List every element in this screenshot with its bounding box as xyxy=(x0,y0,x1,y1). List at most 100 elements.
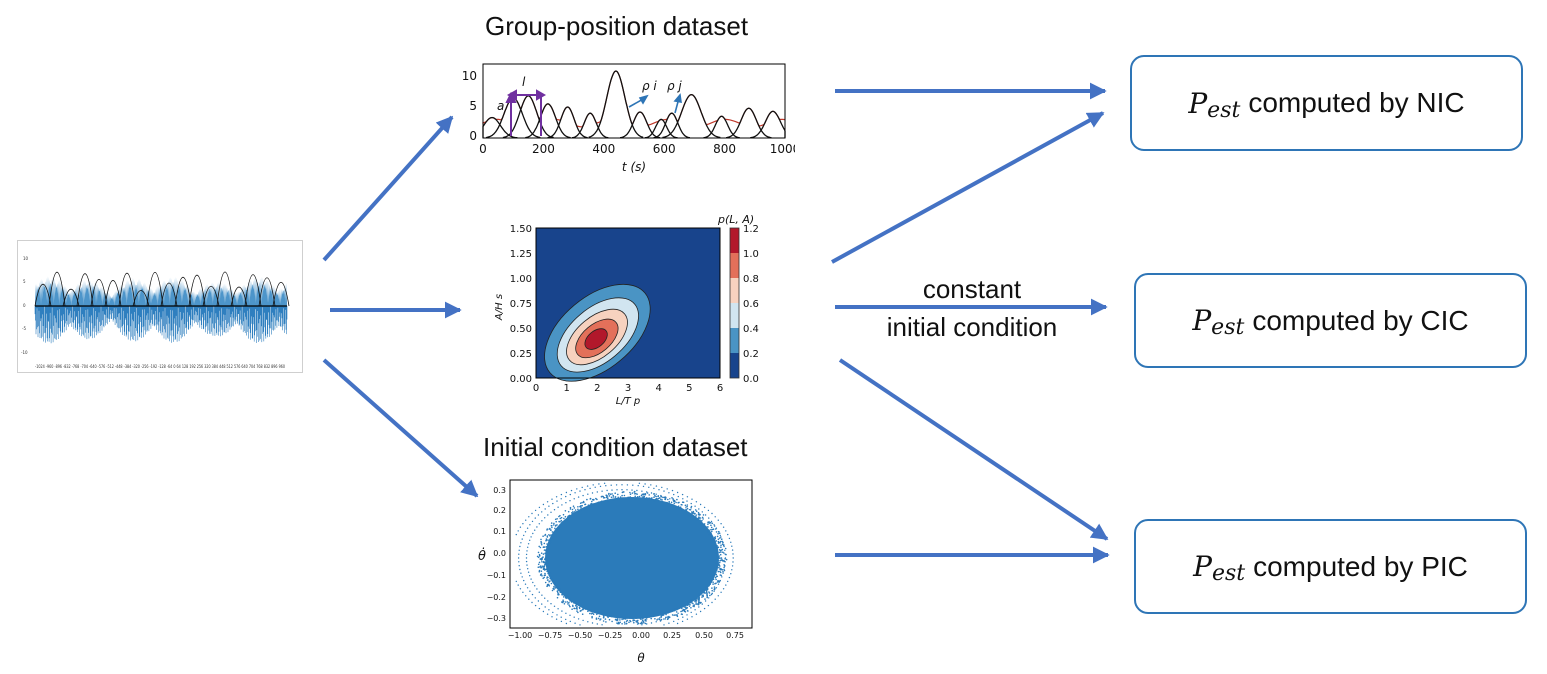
scatter-point xyxy=(719,542,721,544)
scatter-point xyxy=(543,565,546,567)
scatter-point xyxy=(644,618,647,621)
scatter-point xyxy=(713,586,716,588)
scatter-orbit-point xyxy=(706,588,708,590)
scatter-point xyxy=(628,621,630,624)
p-symbol: P xyxy=(1192,304,1212,337)
scatter-orbit-point xyxy=(586,485,589,487)
scatter-point xyxy=(550,522,553,524)
scatter-point xyxy=(615,618,617,621)
scatter-point xyxy=(581,501,583,504)
scatter-orbit-point xyxy=(524,583,527,585)
scatter-point xyxy=(700,522,702,524)
scatter-point xyxy=(686,505,688,508)
joint-pdf-contour-plot: p(L, A) 0.0 0.2 0.4 0.6 0 xyxy=(494,213,759,407)
scatter-orbit-point xyxy=(532,532,534,535)
scatter-orbit-point xyxy=(663,624,665,626)
scatter-point xyxy=(707,530,709,533)
scatter-point xyxy=(663,618,665,620)
scatter-point xyxy=(676,614,679,616)
scatter-point xyxy=(551,589,554,592)
cbar-tick: 0.2 xyxy=(743,349,759,360)
scatter-point xyxy=(657,500,660,502)
scatter-orbit-point xyxy=(616,489,618,491)
scatter-point xyxy=(697,603,700,606)
scatter-orbit-point xyxy=(541,511,543,513)
scatter-point xyxy=(559,523,562,526)
scatter-point xyxy=(709,581,711,583)
scatter-point xyxy=(541,575,543,577)
scatter-orbit-point xyxy=(707,604,710,607)
scatter-point xyxy=(665,613,667,616)
scatter-orbit-point xyxy=(694,609,696,611)
scatter-point xyxy=(712,528,715,530)
scatter-point xyxy=(686,504,689,506)
scatter-point xyxy=(638,498,641,500)
scatter-point xyxy=(542,553,545,555)
scatter-point xyxy=(571,608,573,610)
scatter-point xyxy=(650,617,652,620)
arrow-contour-to-pic xyxy=(838,358,1109,541)
wave-group xyxy=(76,273,94,307)
scatter-orbit-point xyxy=(538,607,541,610)
scatter-orbit-point xyxy=(553,605,556,607)
group-gaussian xyxy=(619,111,661,139)
group-y-tick: 5 xyxy=(469,99,477,113)
cbar-tick: 0.8 xyxy=(743,274,759,285)
scatter-point xyxy=(621,618,623,621)
scatter-orbit-point xyxy=(637,485,639,487)
scatter-point xyxy=(608,495,611,497)
scatter-point xyxy=(653,500,656,502)
scatter-point xyxy=(573,602,575,604)
scatter-orbit-point xyxy=(603,482,606,484)
scatter-point xyxy=(577,510,580,513)
scatter-point xyxy=(597,611,599,614)
scatter-point xyxy=(582,605,584,608)
scatter-point xyxy=(713,544,716,547)
scatter-point xyxy=(681,607,683,610)
scatter-orbit-point xyxy=(579,490,581,492)
scatter-orbit-point xyxy=(560,620,563,623)
scatter-point xyxy=(693,604,695,606)
scatter-orbit-point xyxy=(648,486,650,488)
scatter-orbit-point xyxy=(703,506,706,509)
scatter-x-tick: −0.25 xyxy=(598,631,623,640)
scatter-point xyxy=(553,585,555,588)
scatter-point xyxy=(685,607,687,609)
group-position-plot: 10 5 0 l a ρ i ρ j 0 200 xyxy=(462,63,795,174)
scatter-point xyxy=(580,509,583,511)
scatter-point xyxy=(719,574,722,576)
scatter-point xyxy=(607,616,609,619)
scatter-point xyxy=(542,577,544,580)
scatter-point xyxy=(591,615,593,618)
scatter-orbit-point xyxy=(536,526,538,528)
scatter-orbit-point xyxy=(703,607,706,610)
scatter-point xyxy=(538,569,541,572)
scatter-point xyxy=(661,499,663,501)
scatter-point xyxy=(546,543,548,545)
scatter-point xyxy=(583,501,585,504)
scatter-point xyxy=(544,563,546,566)
scatter-point xyxy=(547,571,550,573)
scatter-point xyxy=(684,605,687,607)
scatter-orbit-point xyxy=(555,618,558,620)
result-text: computed by PIC xyxy=(1253,550,1468,582)
scatter-point xyxy=(636,496,639,498)
scatter-orbit-point xyxy=(664,496,667,498)
scatter-orbit-point xyxy=(716,557,719,559)
scatter-point xyxy=(657,618,659,620)
scatter-point xyxy=(624,616,627,618)
scatter-point xyxy=(569,508,572,510)
scatter-point xyxy=(566,601,569,603)
scatter-orbit-point xyxy=(727,533,729,536)
group-x-tick: 200 xyxy=(532,142,555,156)
scatter-point xyxy=(598,615,601,618)
scatter-orbit-point xyxy=(565,502,567,504)
scatter-orbit-point xyxy=(714,516,716,518)
scatter-point xyxy=(546,577,548,579)
scatter-point xyxy=(699,517,702,519)
scatter-orbit-point xyxy=(537,514,540,516)
scatter-orbit-point xyxy=(520,572,522,574)
scatter-orbit-point xyxy=(573,498,575,500)
scatter-orbit-point xyxy=(681,610,683,612)
scatter-orbit-point xyxy=(534,597,536,599)
